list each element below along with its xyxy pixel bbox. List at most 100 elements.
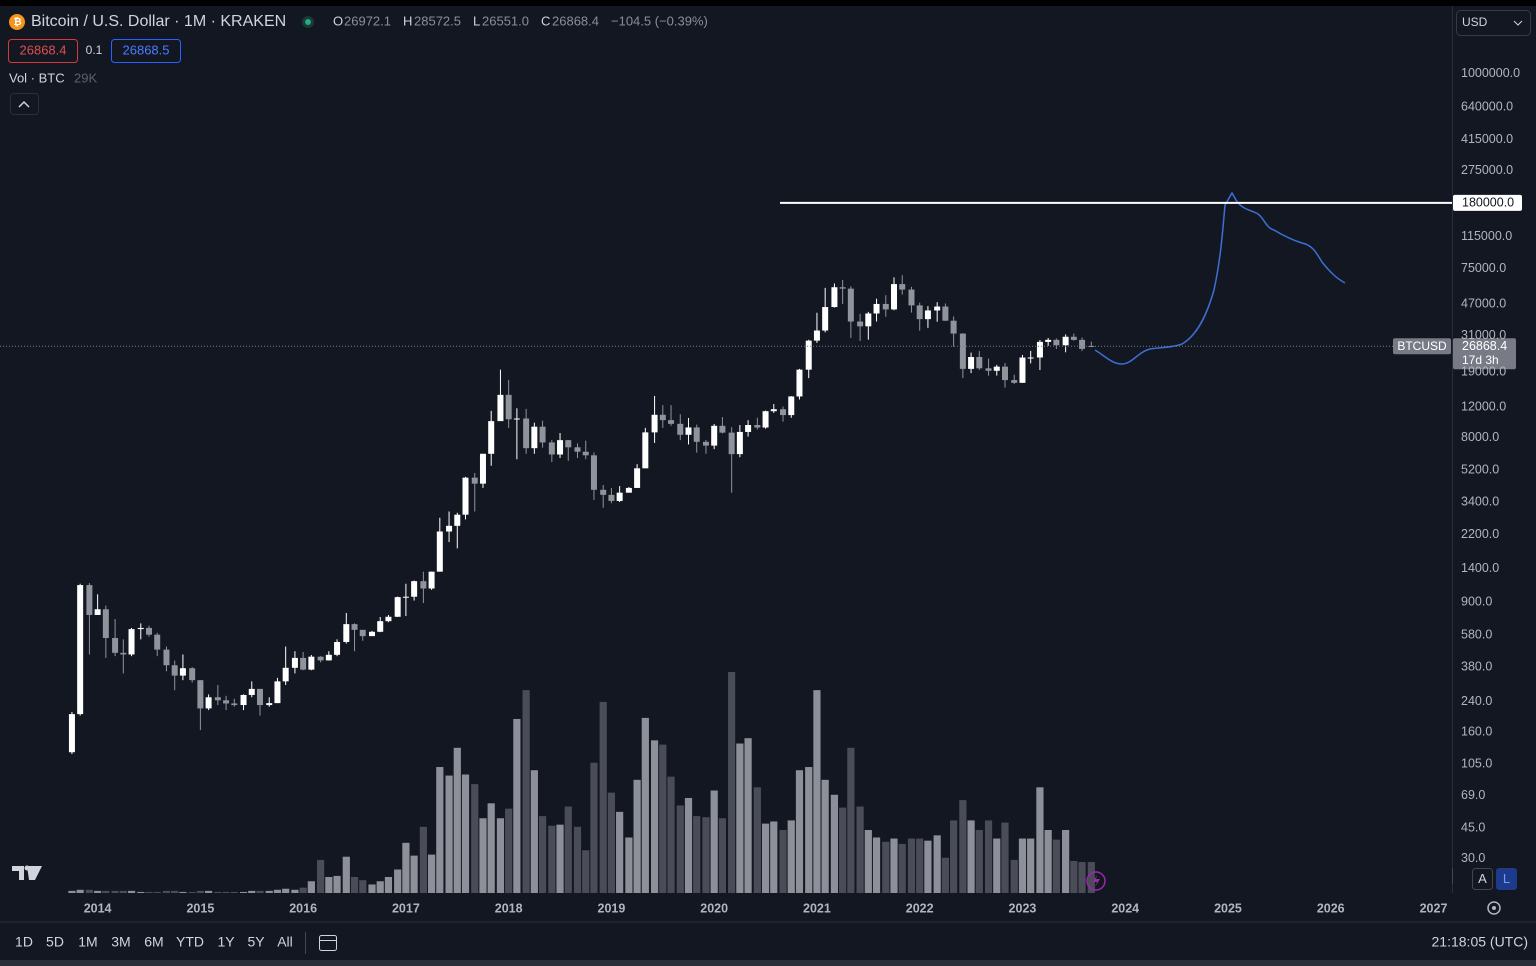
log-scale-button[interactable] (1496, 868, 1517, 890)
y-tick-label: 5200.0 (1461, 462, 1499, 476)
interval-button[interactable]: 5Y (247, 934, 265, 950)
x-tick-label: 2027 (1420, 901, 1448, 915)
candle-body (719, 425, 726, 433)
price-layer (68, 275, 1095, 755)
candle-body (891, 284, 898, 310)
y-tick-label: 30.0 (1461, 851, 1485, 865)
symbol-title[interactable]: Bitcoin / U.S. Dollar · 1M · KRAKEN (31, 13, 286, 30)
interval-button[interactable]: 1M (78, 934, 97, 950)
volume-bar (376, 881, 384, 893)
y-tick-label: 115000.0 (1461, 229, 1512, 243)
auto-scale-button[interactable] (1472, 868, 1493, 890)
volume-bar (530, 770, 538, 893)
y-tick-label: 580.0 (1461, 628, 1492, 642)
alert-icon[interactable] (1086, 871, 1106, 891)
volume-bar (753, 787, 761, 893)
volume-bar (633, 779, 641, 893)
calendar-icon (319, 935, 337, 951)
volume-bar (872, 837, 881, 893)
volume-bar (582, 850, 590, 893)
candle-body (394, 597, 401, 617)
volume-bar (248, 890, 256, 893)
candle-body (693, 427, 700, 442)
interval-button[interactable]: 6M (144, 934, 163, 950)
candle-body (805, 340, 812, 370)
volume-bar (479, 818, 487, 893)
ticker-label: BTCUSD (1397, 339, 1447, 353)
x-tick-label: 2017 (392, 901, 420, 915)
candle-body (308, 656, 315, 670)
candle-body (300, 657, 307, 670)
volume-bar (1062, 830, 1070, 893)
candle-body (343, 624, 350, 642)
settings-icon[interactable] (1487, 901, 1501, 915)
volume-bar (162, 890, 171, 893)
volume-bar (1018, 838, 1027, 893)
volume-bar (659, 744, 667, 893)
interval-button[interactable]: YTD (176, 934, 204, 950)
volume-bar (359, 880, 367, 893)
volume-bar (145, 891, 153, 893)
candle-body (497, 394, 504, 422)
candle-body (68, 714, 75, 753)
interval-button[interactable]: 1D (15, 934, 33, 950)
candle-body (770, 409, 777, 412)
candle-body (428, 571, 435, 589)
volume-bar (882, 841, 890, 893)
buy-button[interactable] (111, 39, 181, 63)
candle-body (899, 284, 906, 290)
candle-body (702, 441, 709, 446)
interval-button[interactable]: 3M (111, 934, 130, 950)
hline-price-label: 180000.0 (1462, 196, 1514, 210)
volume-bar (350, 876, 359, 893)
x-tick-label: 2025 (1214, 901, 1242, 915)
bottom-strip (0, 960, 1536, 966)
currency: USD (1462, 15, 1488, 29)
candle-body (916, 305, 923, 320)
volume-bar (384, 876, 393, 893)
candle-body (847, 288, 854, 322)
volume-bar (1010, 859, 1018, 893)
interval-button[interactable]: 1Y (217, 934, 235, 950)
candle-body (1011, 380, 1018, 383)
x-tick-label: 2020 (700, 901, 728, 915)
volume-bar (342, 856, 350, 893)
candle-body (488, 421, 495, 454)
candle-body (839, 287, 846, 289)
candle-body (154, 634, 161, 650)
candle-body (574, 447, 581, 452)
y-tick-label: 47000.0 (1461, 296, 1506, 310)
volume-bar (607, 792, 616, 893)
volume-bar (548, 825, 556, 893)
last-price-label: 26868.4 (1462, 339, 1507, 353)
volume-bar (795, 770, 804, 893)
y-tick-label: 240.0 (1461, 694, 1492, 708)
ohlc-value: 26551.0 (482, 13, 529, 28)
candle-body (857, 321, 864, 327)
candle-body (711, 425, 718, 446)
clock[interactable]: 21:18:05 (UTC) (1432, 934, 1528, 950)
sell-button[interactable] (8, 39, 78, 63)
interval-button[interactable]: All (277, 934, 293, 950)
collapse-button[interactable] (10, 93, 39, 115)
y-tick-label: 2200.0 (1461, 527, 1499, 541)
bottom-toolbar (0, 922, 1536, 966)
ohlc-value: 28572.5 (414, 13, 461, 28)
date-range-button[interactable] (319, 935, 337, 951)
volume-bar (967, 820, 975, 893)
currency-selector[interactable] (1456, 10, 1531, 36)
candle-body (266, 703, 273, 706)
candle-body (112, 637, 119, 653)
volume-bar (702, 817, 710, 893)
candle-body (873, 303, 880, 314)
candle-body (651, 414, 658, 433)
candle-body (565, 440, 572, 448)
volume-bar (394, 869, 402, 893)
interval-button[interactable]: 5D (46, 934, 64, 950)
candle-body (359, 629, 366, 637)
volume-bar (76, 889, 84, 893)
candle-body (479, 453, 486, 484)
volume-bar (299, 887, 307, 893)
candle-body (179, 668, 186, 676)
